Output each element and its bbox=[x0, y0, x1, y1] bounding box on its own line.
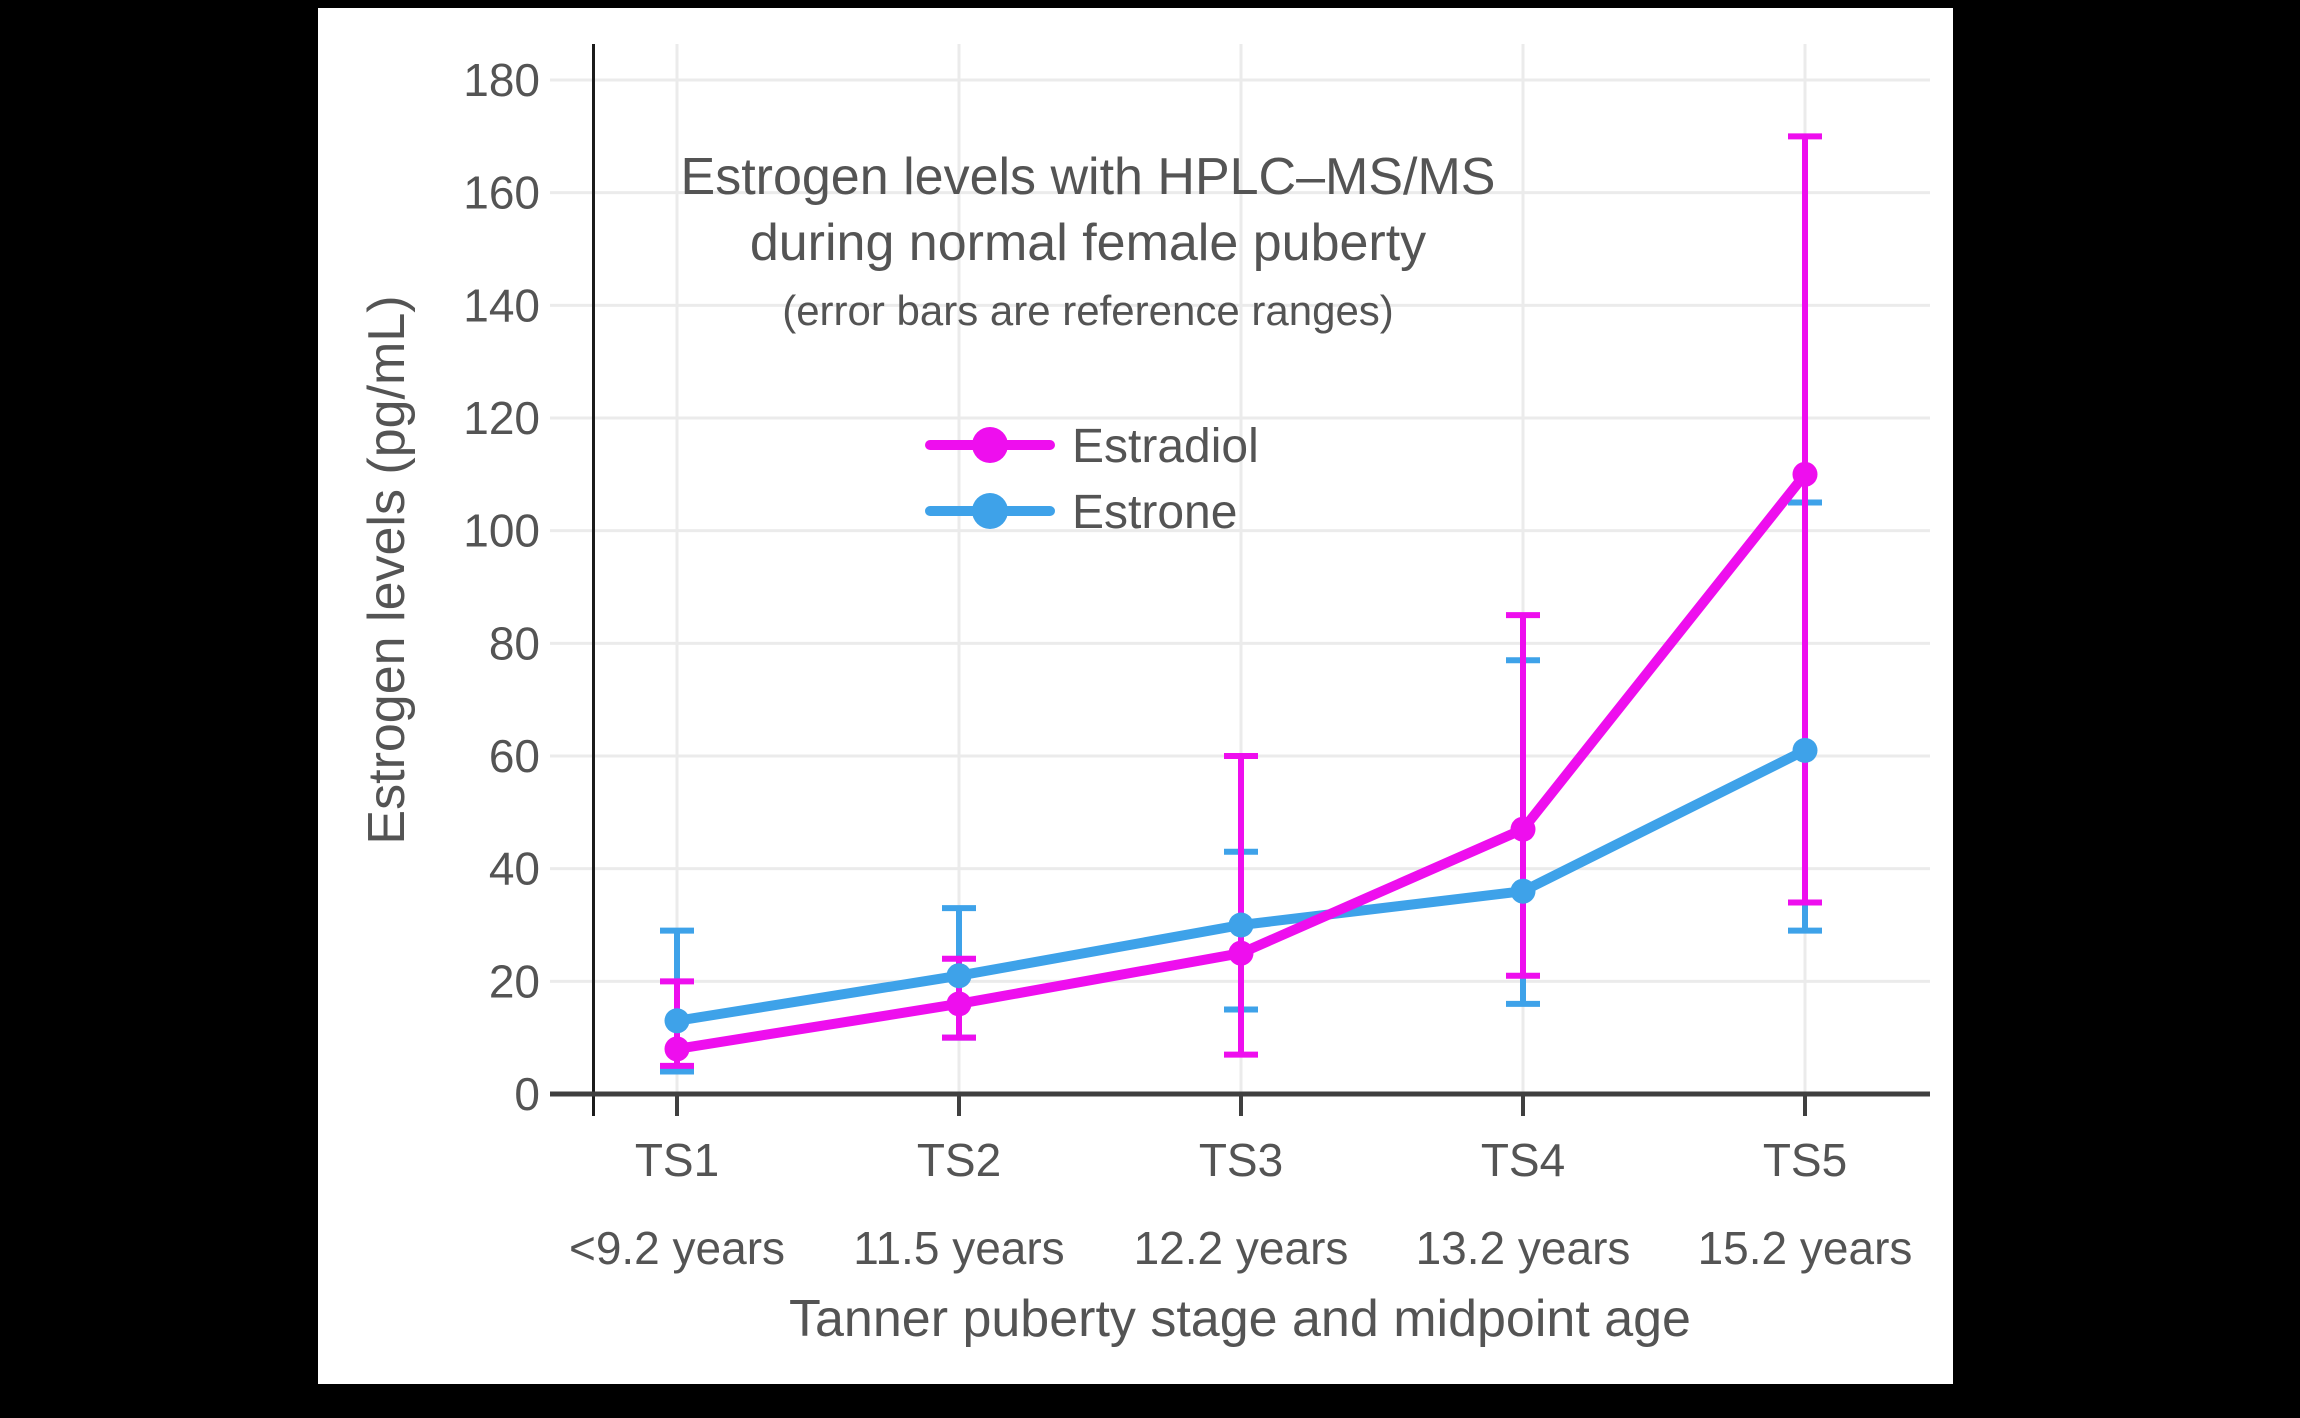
marker-estradiol-TS5 bbox=[1792, 461, 1818, 487]
legend-label-estradiol: Estradiol bbox=[1072, 420, 1259, 473]
marker-estrone-TS2 bbox=[946, 963, 972, 989]
marker-estradiol-TS2 bbox=[946, 991, 972, 1017]
marker-estrone-TS1 bbox=[664, 1008, 690, 1034]
y-tick-label-100: 100 bbox=[463, 505, 540, 557]
x-tick-label-age-TS2: 11.5 years bbox=[853, 1222, 1064, 1274]
y-tick-label-160: 160 bbox=[463, 167, 540, 219]
x-tick-label-stage-TS3: TS3 bbox=[1199, 1134, 1283, 1186]
y-tick-label-80: 80 bbox=[489, 617, 540, 669]
x-tick-label-age-TS4: 13.2 years bbox=[1416, 1222, 1631, 1274]
x-tick-label-stage-TS2: TS2 bbox=[917, 1134, 1001, 1186]
x-tick-label-stage-TS4: TS4 bbox=[1481, 1134, 1565, 1186]
marker-estradiol-TS3 bbox=[1228, 940, 1254, 966]
marker-estradiol-TS1 bbox=[664, 1036, 690, 1062]
x-tick-label-age-TS1: <9.2 years bbox=[569, 1222, 785, 1274]
marker-estrone-TS5 bbox=[1792, 737, 1818, 763]
chart-title-line-1: Estrogen levels with HPLC–MS/MS bbox=[681, 148, 1496, 206]
y-tick-label-40: 40 bbox=[489, 843, 540, 895]
y-axis-title: Estrogen levels (pg/mL) bbox=[358, 295, 416, 844]
axes bbox=[550, 44, 1930, 1116]
chart-title-line-2: during normal female puberty bbox=[750, 214, 1426, 272]
legend-dot-estrone bbox=[972, 493, 1008, 529]
y-tick-label-180: 180 bbox=[463, 54, 540, 106]
y-tick-label-120: 120 bbox=[463, 392, 540, 444]
chart-subtitle: (error bars are reference ranges) bbox=[782, 287, 1394, 334]
x-tick-label-age-TS3: 12.2 years bbox=[1134, 1222, 1349, 1274]
x-axis-title: Tanner puberty stage and midpoint age bbox=[789, 1290, 1691, 1348]
legend-dot-estradiol bbox=[972, 427, 1008, 463]
y-tick-label-0: 0 bbox=[514, 1068, 540, 1120]
legend-label-estrone: Estrone bbox=[1072, 486, 1237, 539]
marker-estrone-TS3 bbox=[1228, 912, 1254, 938]
legend: Estradiol Estrone bbox=[925, 420, 1259, 539]
chart-canvas: 0 20 40 60 80 100 120 140 160 180 TS1 <9.2 years TS2… bbox=[318, 8, 1953, 1384]
estrogen-line-chart: 0 20 40 60 80 100 120 140 160 180 TS1 <9.2 years TS2… bbox=[358, 44, 1930, 1348]
y-tick-label-140: 140 bbox=[463, 279, 540, 331]
tick-labels: 0 20 40 60 80 100 120 140 160 180 TS1 <9.2 years TS2… bbox=[463, 54, 1912, 1274]
series-markers bbox=[664, 461, 1818, 1062]
x-tick-label-stage-TS1: TS1 bbox=[635, 1134, 719, 1186]
marker-estradiol-TS4 bbox=[1510, 816, 1536, 842]
x-tick-label-stage-TS5: TS5 bbox=[1763, 1134, 1847, 1186]
y-tick-label-60: 60 bbox=[489, 730, 540, 782]
x-tick-label-age-TS5: 15.2 years bbox=[1698, 1222, 1913, 1274]
marker-estrone-TS4 bbox=[1510, 878, 1536, 904]
y-tick-label-20: 20 bbox=[489, 955, 540, 1007]
